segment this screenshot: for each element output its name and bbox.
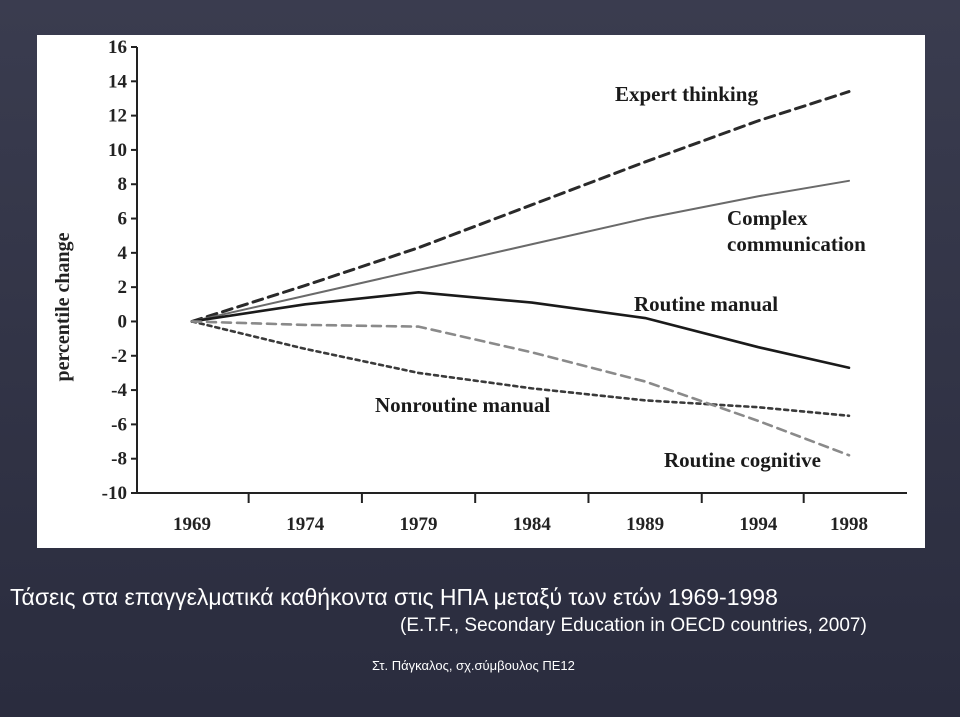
y-tick-label: 16: [108, 37, 127, 58]
line-chart: 16 14 12 10 8 6 4 2 0 -2 -4 -6 -8 -10 1969 1974 1979 198…: [37, 35, 925, 548]
series-label-routine-manual: Routine manual: [634, 292, 778, 316]
chart-axes: [131, 47, 907, 503]
x-tick-labels: 1969 1974 1979 1984 1989 1994 1998: [173, 514, 868, 535]
y-tick-labels: 16 14 12 10 8 6 4 2 0 -2 -4 -6 -8 -10: [102, 37, 128, 504]
y-tick-label: 12: [108, 106, 127, 127]
series-label-routine-cognitive: Routine cognitive: [664, 448, 821, 472]
series-line-routine-cognitive: [192, 321, 849, 455]
y-tick-label: -2: [111, 346, 127, 367]
y-tick-label: -10: [102, 483, 127, 504]
x-tick-label: 1989: [626, 514, 664, 535]
series-label-nonroutine-manual: Nonroutine manual: [375, 393, 550, 417]
caption-source: (E.T.F., Secondary Education in OECD cou…: [400, 615, 867, 637]
footer-author: Στ. Πάγκαλος, σχ.σύμβουλος ΠΕ12: [372, 658, 575, 673]
series-labels: Expert thinking Complex communication Routi…: [375, 82, 866, 472]
y-tick-label: -8: [111, 449, 127, 470]
x-tick-label: 1984: [513, 514, 552, 535]
series-label-expert-thinking: Expert thinking: [615, 82, 758, 106]
x-tick-label: 1994: [739, 514, 778, 535]
y-tick-label: -4: [111, 380, 127, 401]
y-axis-label: percentile change: [52, 232, 74, 381]
y-tick-label: 2: [118, 277, 128, 298]
chart-panel: 16 14 12 10 8 6 4 2 0 -2 -4 -6 -8 -10 1969 1974 1979 198…: [37, 35, 925, 548]
y-tick-label: 10: [108, 140, 127, 161]
series-label-complex-communication: Complex communication: [727, 206, 866, 256]
x-tick-label: 1979: [400, 514, 438, 535]
x-tick-label: 1974: [286, 514, 325, 535]
y-tick-label: 4: [118, 243, 128, 264]
y-tick-label: 6: [118, 209, 128, 230]
x-tick-label: 1998: [830, 514, 868, 535]
y-tick-label: 14: [108, 71, 128, 92]
y-tick-label: 0: [118, 311, 128, 332]
caption-title: Τάσεις στα επαγγελματικά καθήκοντα στις …: [10, 584, 778, 611]
y-tick-label: 8: [118, 174, 128, 195]
x-tick-label: 1969: [173, 514, 211, 535]
y-tick-label: -6: [111, 414, 127, 435]
